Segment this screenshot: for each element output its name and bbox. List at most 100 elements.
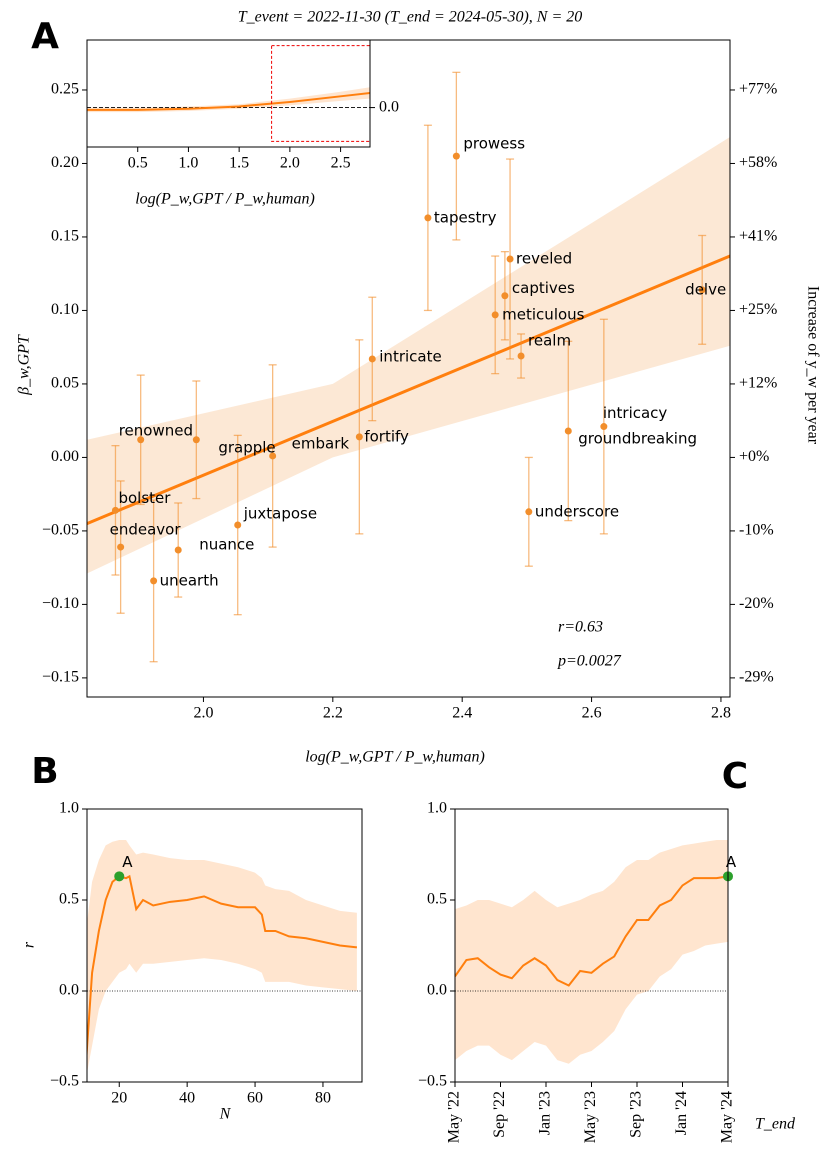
data-point	[424, 214, 432, 222]
y-axis-label: r	[21, 941, 38, 948]
y-tick-label: 0.25	[51, 81, 79, 98]
confidence-band	[455, 839, 728, 1064]
point-label: captives	[512, 279, 575, 297]
data-point	[192, 436, 200, 444]
marker-label: A	[726, 853, 737, 871]
point-label: endeavor	[110, 521, 182, 539]
y-tick-label: −0.05	[42, 522, 79, 539]
x-tick-label: 1.0	[178, 155, 198, 172]
x-tick-label: Jan '23	[537, 1091, 554, 1135]
y2-tick-label: +77%	[739, 81, 777, 98]
x-tick-label: 2.2	[323, 705, 343, 722]
point-label: juxtapose	[243, 505, 317, 523]
highlight-point	[114, 871, 125, 882]
y-tick-label: −0.15	[42, 669, 79, 686]
y2-tick-label: +41%	[739, 228, 777, 245]
x-tick-label: May '24	[719, 1091, 736, 1143]
plot	[87, 87, 370, 113]
data-point	[174, 546, 182, 554]
y2-tick-label: +0%	[739, 448, 769, 465]
trend-line	[87, 91, 370, 111]
data-point	[600, 423, 608, 431]
data-point	[452, 152, 460, 160]
chart-title: T_event = 2022-11-30 (T_end = 2024-05-30…	[238, 9, 583, 26]
data-point	[150, 577, 158, 585]
x-tick-label: 20	[111, 1090, 127, 1107]
plot-area	[87, 809, 362, 1082]
y2-tick-label: +12%	[739, 375, 777, 392]
y-axis-label: β_w,GPT	[16, 334, 33, 396]
point-label: underscore	[535, 502, 619, 520]
point-label: meticulous	[502, 305, 584, 323]
point-label: delve	[685, 280, 726, 298]
x-axis-label: T_end	[755, 1116, 796, 1133]
y-tick-label: −0.5	[50, 1073, 79, 1090]
y-tick-label: 0.5	[427, 891, 447, 908]
y2-axis-label: Increase of y_w per year	[804, 286, 821, 445]
annotation: r=0.63	[558, 619, 603, 636]
plot-area	[87, 40, 730, 697]
point-label: bolster	[118, 489, 171, 507]
data-point	[698, 286, 706, 294]
data-point	[368, 355, 376, 363]
y2-tick-label: -20%	[739, 595, 774, 612]
y-tick-label: 0.0	[427, 982, 447, 999]
data-point	[137, 436, 145, 444]
point-label: intricacy	[603, 404, 668, 422]
y-tick-label: 0.20	[51, 154, 79, 171]
data-point	[564, 427, 572, 435]
trend-line	[87, 874, 358, 1063]
plot-area	[455, 809, 728, 1082]
plot	[455, 839, 728, 1064]
point-label: unearth	[160, 571, 219, 589]
y-tick-label: −0.5	[418, 1073, 447, 1090]
x-tick-label: May '23	[582, 1091, 599, 1143]
panel: 0.5 1.0 1.5 2.0 2.5 0.0 log(P_w,GPT / P_w,huma…	[86, 39, 399, 208]
y-tick-label: −0.10	[42, 595, 79, 612]
panel: A May '22 Sep '22 Jan '23 May '23 Sep '23 Jan …	[418, 756, 796, 1143]
y2-tick-label: -29%	[739, 669, 774, 686]
x-tick-label: 2.4	[452, 705, 472, 722]
axes-frame	[86, 39, 731, 698]
panel: prowess tapestry reveled captives meticulous…	[16, 9, 822, 766]
x-tick-label: 2.5	[331, 155, 351, 172]
data-point	[234, 521, 242, 529]
point-label: tapestry	[434, 208, 497, 226]
x-tick-label: Sep '22	[491, 1091, 508, 1138]
y-tick-label: 0.5	[59, 891, 79, 908]
trend-line	[455, 875, 728, 987]
panel-letter: B	[31, 751, 58, 792]
x-tick-label: 2.0	[280, 155, 300, 172]
point-label: grapple	[218, 438, 275, 456]
y2-tick-label: +58%	[739, 154, 777, 171]
x-axis-label: log(P_w,GPT / P_w,human)	[305, 749, 485, 766]
point-label: realm	[528, 332, 571, 350]
y-tick-label: 0.0	[59, 982, 79, 999]
panel-letter: C	[722, 756, 748, 797]
x-tick-label: Jan '24	[673, 1091, 690, 1135]
data-point	[269, 452, 277, 460]
confidence-band	[87, 137, 730, 574]
y2-tick-label: -10%	[739, 522, 774, 539]
data-point	[117, 543, 125, 551]
confidence-band	[87, 839, 357, 1073]
y-tick-label: 0.10	[51, 301, 79, 318]
panel: A 20 40 60 80 −0.5 0.0 0.5 1.0B Nr	[21, 751, 363, 1123]
trend-line	[87, 254, 730, 525]
x-tick-label: Sep '23	[628, 1091, 645, 1138]
data-point	[501, 292, 509, 300]
y2-tick-label: +25%	[739, 301, 777, 318]
panel-letter: A	[31, 16, 59, 57]
plot	[87, 71, 730, 663]
annotation: p=0.0027	[557, 653, 622, 670]
x-tick-label: 2.6	[582, 705, 602, 722]
point-label: embark	[292, 434, 350, 452]
y-tick-label: 0.15	[51, 228, 79, 245]
point-label: intricate	[379, 347, 441, 365]
point-label: nuance	[199, 536, 254, 554]
data-point	[525, 508, 533, 516]
x-tick-label: May '22	[446, 1091, 463, 1143]
point-label: reveled	[516, 250, 572, 268]
x-axis-label: log(P_w,GPT / P_w,human)	[135, 191, 315, 208]
